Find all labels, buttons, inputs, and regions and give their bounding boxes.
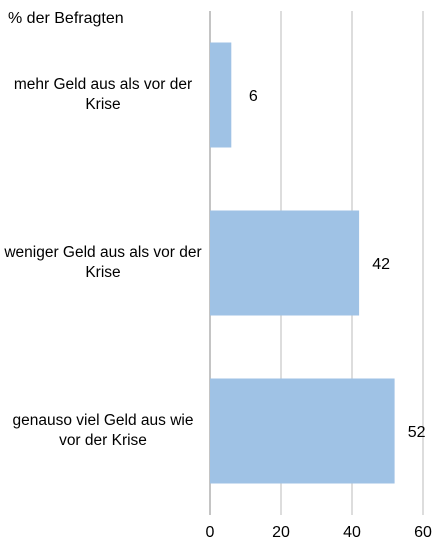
bar xyxy=(210,42,232,148)
category-label: genauso viel Geld aus wie vor der Krise xyxy=(12,412,194,449)
category-label: mehr Geld aus als vor der Krise xyxy=(13,76,193,113)
x-tick-label: 40 xyxy=(343,524,361,541)
value-label: 52 xyxy=(408,424,426,441)
bar xyxy=(210,210,360,316)
x-tick-label: 20 xyxy=(272,524,290,541)
value-label: 6 xyxy=(249,88,258,105)
value-label: 42 xyxy=(372,256,390,273)
bar xyxy=(210,378,395,484)
axis-label: % der Befragten xyxy=(8,10,124,27)
category-label: weniger Geld aus als vor der Krise xyxy=(4,244,202,281)
x-tick-label: 0 xyxy=(206,524,215,541)
x-tick-label: 60 xyxy=(414,524,432,541)
